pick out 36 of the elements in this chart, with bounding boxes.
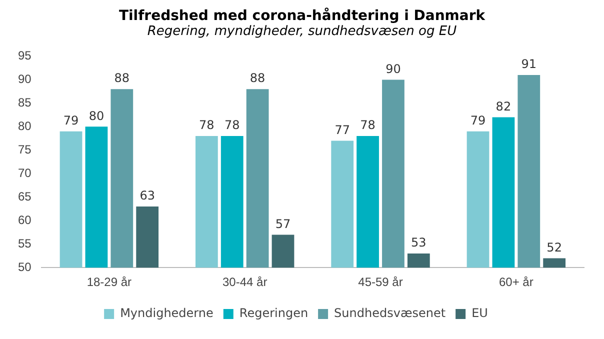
data-label: 90 [386,62,401,76]
data-label: 63 [140,188,155,203]
data-label: 80 [88,108,104,123]
data-label: 78 [224,118,240,132]
data-label: 57 [275,216,291,231]
y-tick-label: 90 [18,72,32,86]
y-tick-label: 60 [18,212,32,227]
x-tick-label: 30-44 år [222,275,268,290]
legend-label: EU [472,306,488,320]
y-tick-label: 50 [18,260,32,274]
data-label: 79 [470,113,486,128]
data-label: 77 [334,122,350,137]
chart-title: Tilfredshed med corona-håndtering i Danmark [118,8,486,24]
legend-label: Sundhedsvæsenet [334,306,446,320]
y-tick-label: 80 [18,118,32,133]
data-label: 82 [496,99,512,114]
data-label: 88 [250,71,266,86]
x-tick-label: 18-29 år [86,275,132,290]
y-tick-label: 55 [18,236,32,250]
data-label: 79 [63,113,79,128]
legend-label: Myndighederne [120,306,214,320]
y-tick-label: 70 [18,166,32,180]
y-tick-label: 85 [18,95,32,110]
data-label: 52 [546,240,562,254]
y-tick-label: 95 [18,48,32,63]
y-tick-label: 75 [18,142,32,156]
y-tick-label: 65 [18,189,32,204]
data-label: 91 [521,57,537,72]
legend-label: Regeringen [239,306,308,320]
data-label: 53 [411,236,426,250]
chart-subtitle: Regering, myndigheder, sundhedsvæsen og EU [146,24,458,39]
data-label: 78 [199,118,214,132]
data-label: 78 [360,118,376,132]
x-tick-label: 45-59 år [358,275,403,290]
x-tick-label: 60+ år [498,275,534,290]
data-label: 88 [114,71,130,86]
